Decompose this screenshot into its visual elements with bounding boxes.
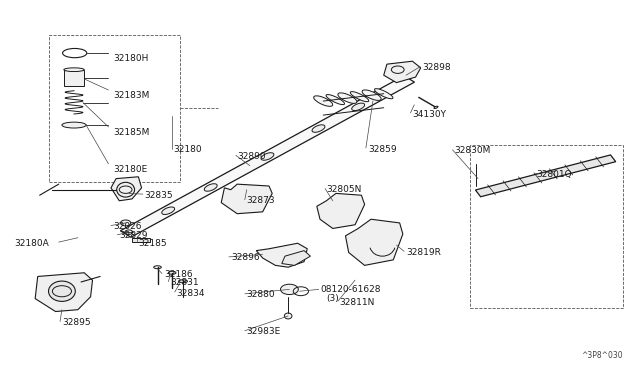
Text: 34130Y: 34130Y [412,109,446,119]
Ellipse shape [154,266,161,269]
Ellipse shape [284,313,292,319]
Text: 32819R: 32819R [406,248,441,257]
Ellipse shape [374,89,393,99]
Text: 32180: 32180 [173,145,202,154]
Text: ^3P8^030: ^3P8^030 [581,350,623,359]
Polygon shape [476,155,616,197]
Ellipse shape [326,94,344,105]
Polygon shape [35,273,93,311]
Polygon shape [384,61,420,83]
Ellipse shape [204,184,217,191]
Text: 32185: 32185 [138,239,167,248]
Text: 32896: 32896 [231,253,259,263]
Text: 32180A: 32180A [14,239,49,248]
Ellipse shape [352,103,365,110]
Text: 32801Q: 32801Q [537,170,572,179]
Polygon shape [111,177,141,201]
Polygon shape [317,193,365,228]
Text: 32829: 32829 [119,231,148,240]
Text: 32180H: 32180H [113,54,148,63]
Circle shape [120,220,131,226]
Ellipse shape [179,280,188,283]
Polygon shape [346,219,403,265]
Text: 32811N: 32811N [339,298,374,307]
Ellipse shape [49,281,76,301]
Ellipse shape [314,96,333,106]
Text: 32880: 32880 [246,291,275,299]
Text: 32180E: 32180E [113,165,147,174]
Ellipse shape [168,271,176,274]
Ellipse shape [62,122,86,128]
Bar [64,70,84,86]
Text: 32834: 32834 [177,289,205,298]
Ellipse shape [338,93,357,103]
Text: 32026: 32026 [113,222,141,231]
Polygon shape [282,251,310,265]
Text: 32183M: 32183M [113,91,149,100]
Text: 32805N: 32805N [326,185,362,194]
Polygon shape [256,243,307,267]
Bar [470,145,623,308]
Text: 32890: 32890 [237,152,266,161]
Polygon shape [120,76,415,237]
Polygon shape [221,184,272,214]
Text: 32873: 32873 [246,196,275,205]
Circle shape [280,284,298,295]
Bar [132,238,150,242]
Text: 32831: 32831 [170,278,199,287]
Text: 32185M: 32185M [113,128,149,137]
Ellipse shape [362,90,381,100]
Text: 32859: 32859 [368,145,396,154]
Ellipse shape [261,153,274,160]
Ellipse shape [312,125,325,132]
Text: 32830M: 32830M [454,147,490,155]
Ellipse shape [116,182,134,197]
Ellipse shape [162,207,175,215]
Text: 32835: 32835 [145,191,173,200]
Ellipse shape [434,106,438,109]
Text: 32186: 32186 [164,270,193,279]
Text: 08120-61628: 08120-61628 [320,285,381,294]
Text: 32898: 32898 [422,63,451,72]
Bar [49,35,180,182]
Ellipse shape [350,92,369,102]
Text: 32895: 32895 [62,318,90,327]
Text: 32983E: 32983E [246,327,281,336]
Ellipse shape [64,68,84,71]
Text: (3): (3) [326,294,339,303]
